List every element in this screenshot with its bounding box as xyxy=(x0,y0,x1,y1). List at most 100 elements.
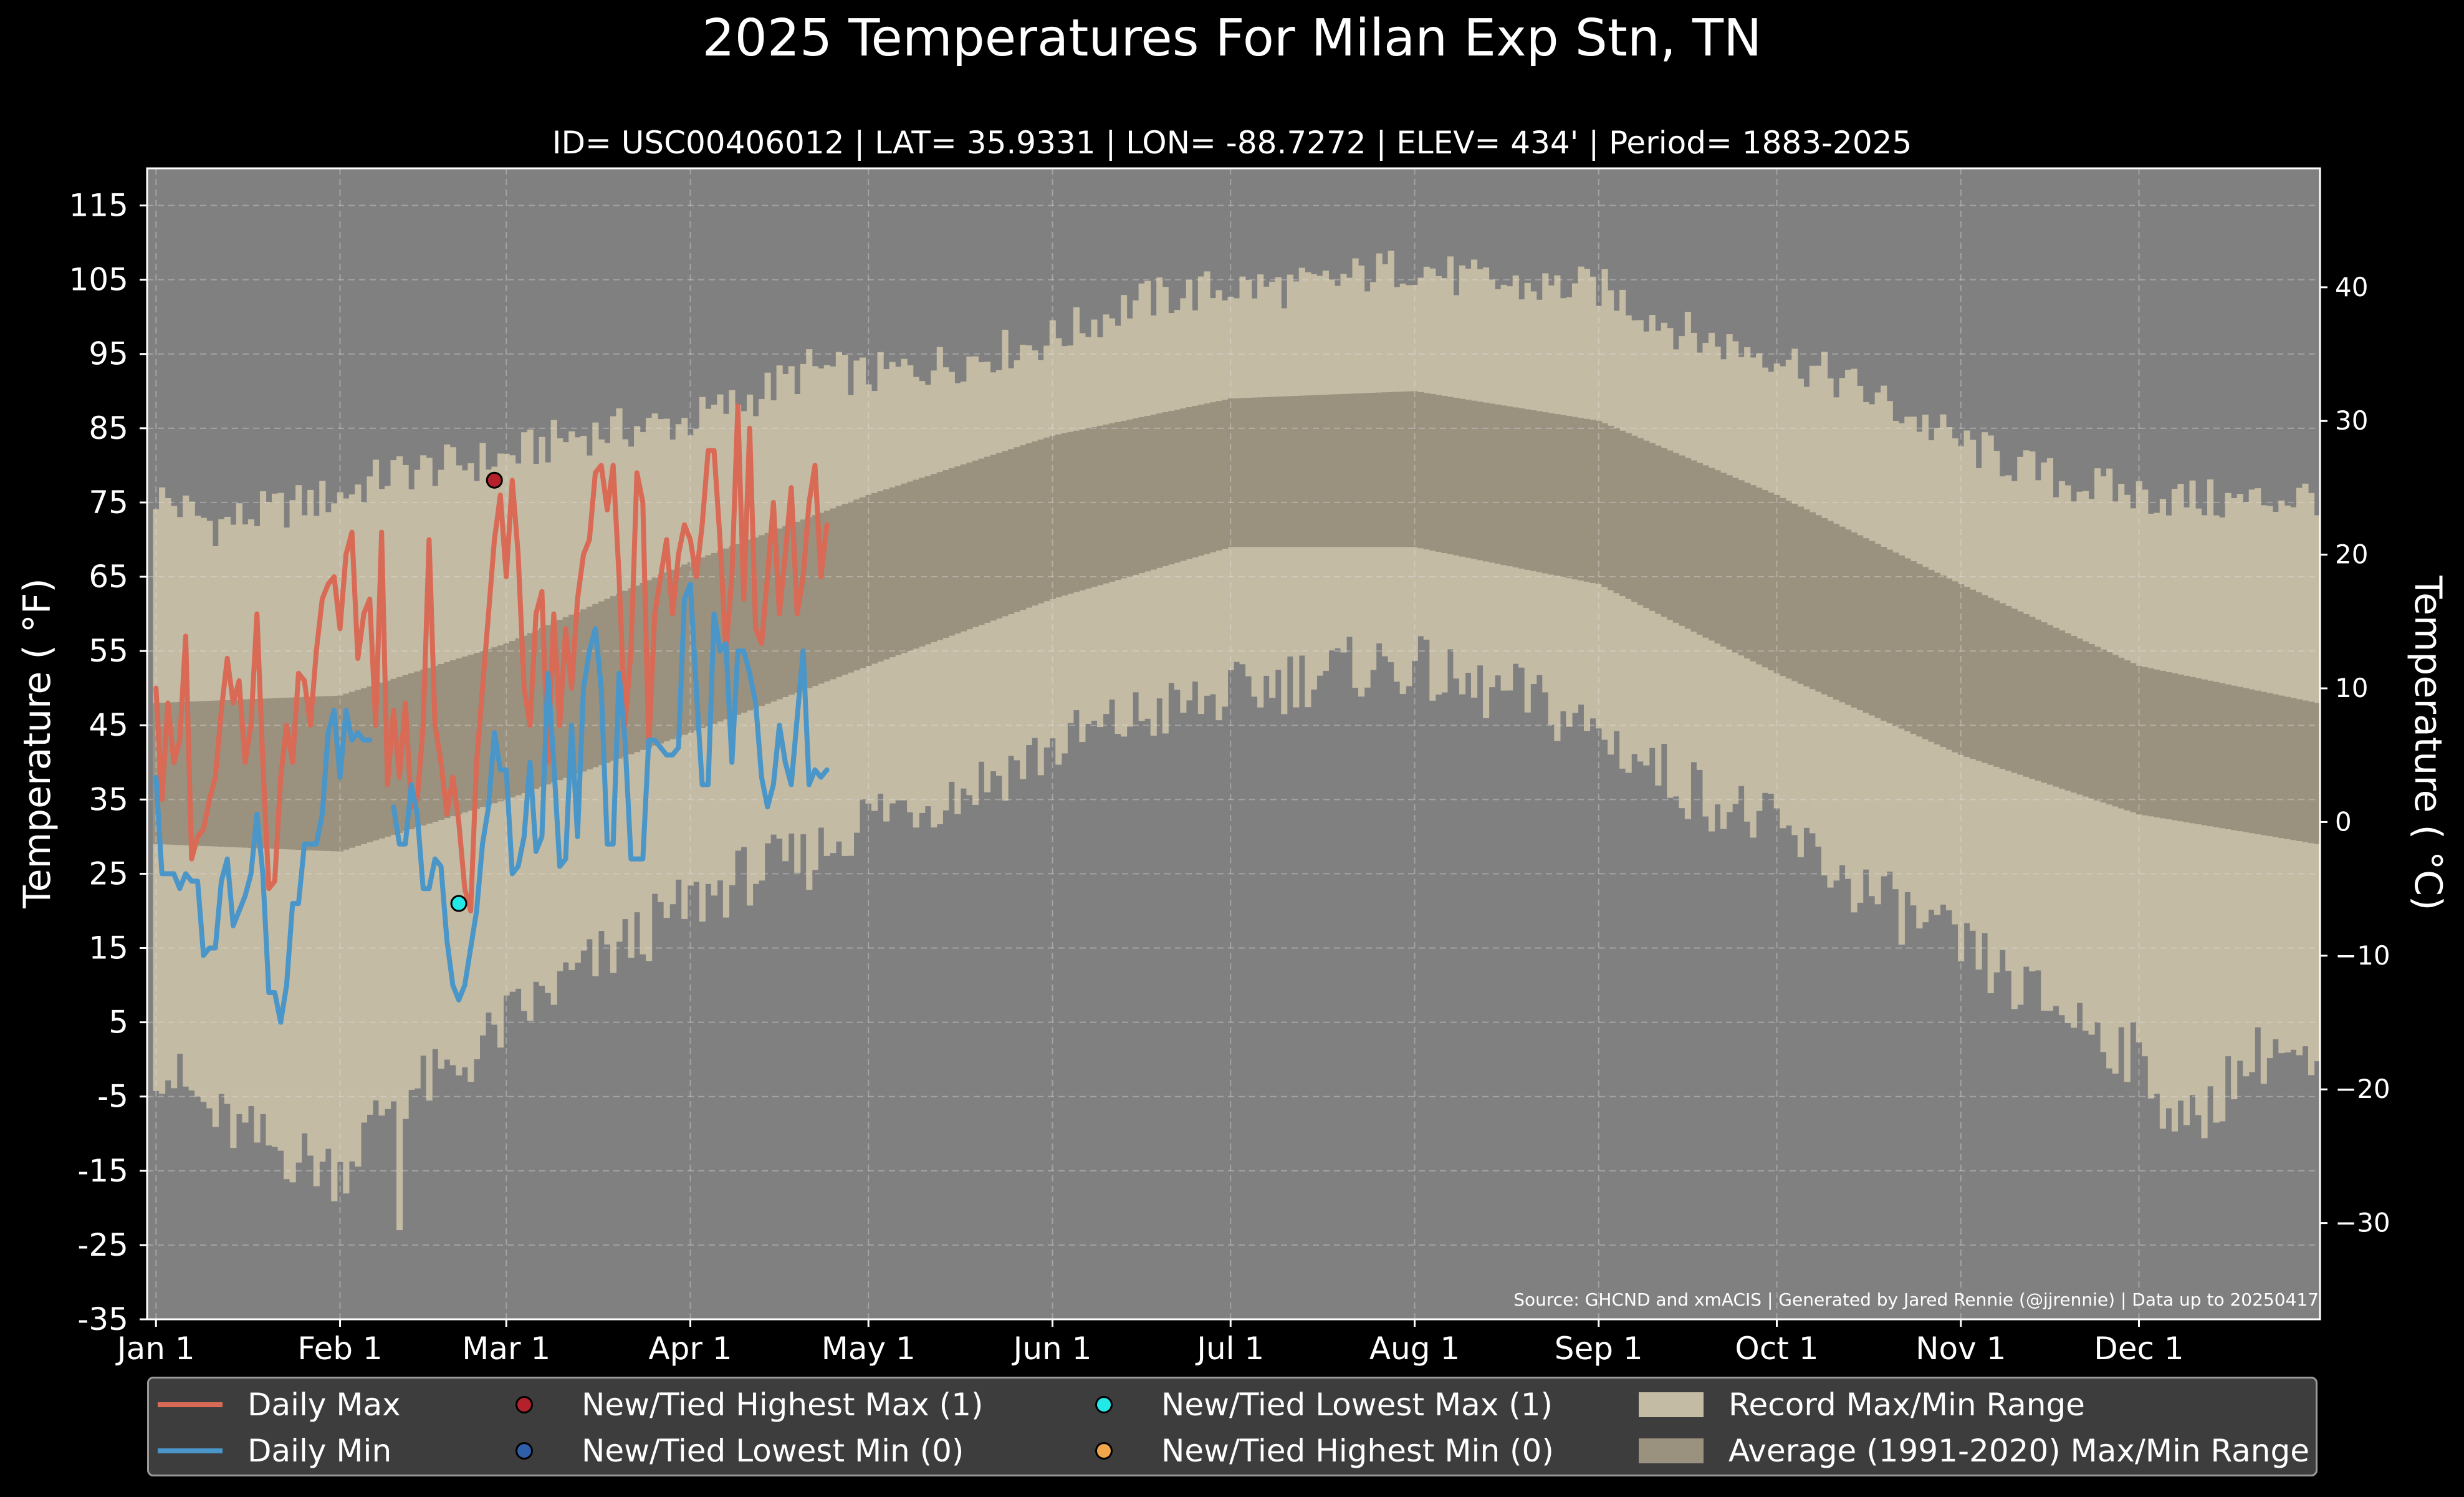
legend-item-record-range: Record Max/Min Range xyxy=(1639,1382,2085,1427)
normal-range-bar xyxy=(1720,473,1727,647)
normal-range-bar xyxy=(254,698,261,849)
y-tick-label: 15 xyxy=(89,930,128,966)
normal-range-bar xyxy=(1762,490,1768,668)
normal-range-bar xyxy=(936,472,943,640)
normal-range-bar xyxy=(1970,589,1977,759)
normal-range-bar xyxy=(1934,572,1941,744)
normal-range-bar xyxy=(1690,460,1697,632)
normal-range-bar xyxy=(313,696,320,851)
normal-range-bar xyxy=(966,462,973,630)
normal-range-bar xyxy=(693,559,700,731)
y-tick-label: 85 xyxy=(89,410,128,446)
normal-range-bar xyxy=(1952,581,1958,753)
normal-range-bar xyxy=(1204,403,1210,554)
normal-range-bar xyxy=(307,696,314,850)
normal-range-bar xyxy=(1257,397,1264,547)
legend-marker-lowest-min xyxy=(515,1442,533,1460)
normal-range-bar xyxy=(1637,438,1644,605)
normal-range-bar xyxy=(1892,552,1899,726)
normal-range-bar xyxy=(1298,395,1305,547)
normal-range-bar xyxy=(978,458,985,625)
normal-range-bar xyxy=(2201,679,2208,826)
normal-range-bar xyxy=(1940,575,1947,748)
normal-range-bar xyxy=(301,696,308,850)
normal-range-bar xyxy=(343,693,350,850)
normal-range-bar xyxy=(1121,420,1128,579)
legend-label: New/Tied Lowest Max (1) xyxy=(1161,1387,1553,1423)
normal-range-bar xyxy=(990,455,997,621)
normal-range-bar xyxy=(372,684,380,840)
x-tick-label: Feb 1 xyxy=(297,1331,382,1367)
normal-range-bar xyxy=(895,485,902,655)
normal-range-bar xyxy=(200,701,207,846)
normal-range-bar xyxy=(1554,414,1561,576)
normal-range-bar xyxy=(432,665,439,822)
normal-range-bar xyxy=(1672,453,1679,623)
y-tick-label: 75 xyxy=(89,484,128,521)
legend-item-lowest-max: New/Tied Lowest Max (1) xyxy=(1071,1382,1553,1427)
normal-range-bar xyxy=(1174,410,1181,563)
normal-range-bar xyxy=(1922,567,1929,739)
normal-range-bar xyxy=(438,663,444,821)
normal-range-bar xyxy=(604,599,611,763)
normal-range-bar xyxy=(509,640,516,797)
normal-range-bar xyxy=(2088,644,2095,799)
normal-range-bar xyxy=(1328,394,1335,547)
normal-range-bar xyxy=(1507,406,1513,567)
normal-range-bar xyxy=(390,678,397,835)
x-tick-label: Oct 1 xyxy=(1735,1331,1818,1367)
normal-range-bar xyxy=(1275,397,1282,547)
normal-range-bar xyxy=(1382,392,1389,547)
normal-range-bar xyxy=(2314,703,2321,844)
normal-range-bar xyxy=(1470,400,1478,559)
normal-range-bar xyxy=(521,635,528,793)
legend-label: Daily Min xyxy=(247,1433,392,1469)
normal-range-bar xyxy=(1857,535,1864,711)
normal-range-bar xyxy=(2011,609,2018,773)
normal-range-bar xyxy=(1025,443,1032,608)
normal-range-bar xyxy=(1631,435,1638,602)
normal-range-bar xyxy=(456,658,463,815)
normal-range-bar xyxy=(402,675,409,831)
source-note: Source: GHCND and xmACIS | Generated by … xyxy=(1513,1289,2319,1310)
normal-range-bar xyxy=(960,464,967,632)
normal-range-bar xyxy=(1423,393,1430,550)
normal-range-bar xyxy=(1055,434,1062,597)
normal-range-bar xyxy=(2136,665,2142,815)
normal-range-bar xyxy=(1744,483,1751,659)
normal-range-bar xyxy=(1399,392,1406,547)
normal-range-bar xyxy=(847,501,855,673)
normal-range-bar xyxy=(2296,699,2303,842)
normal-range-bar xyxy=(1269,397,1276,547)
normal-range-bar xyxy=(1067,431,1074,594)
y2-tick-label: 0 xyxy=(2335,806,2352,837)
normal-range-bar xyxy=(1209,402,1217,552)
normal-range-bar xyxy=(485,649,492,806)
normal-range-bar xyxy=(1091,426,1098,587)
normal-range-bar xyxy=(266,698,272,849)
normal-range-bar xyxy=(331,695,338,852)
normal-range-bar xyxy=(360,688,368,844)
normal-range-bar xyxy=(1750,485,1757,662)
normal-range-bar xyxy=(1477,402,1484,561)
record-markers xyxy=(450,471,503,912)
normal-range-bar xyxy=(1340,393,1347,547)
normal-range-bar xyxy=(206,701,213,847)
legend-item-highest-max: New/Tied Highest Max (1) xyxy=(492,1382,984,1427)
normal-range-bar xyxy=(1370,392,1377,547)
normal-range-bar xyxy=(1293,395,1300,547)
normal-range-bar xyxy=(1126,419,1133,577)
normal-range-bar xyxy=(1702,465,1709,638)
x-tick-label: Apr 1 xyxy=(648,1331,732,1367)
normal-range-bar xyxy=(1958,584,1965,755)
normal-range-bar xyxy=(1014,447,1020,612)
normal-range-bar xyxy=(1364,393,1371,547)
normal-range-bar xyxy=(247,699,255,848)
normal-range-bar xyxy=(1732,478,1739,653)
normal-range-bar xyxy=(2112,655,2119,807)
normal-range-bar xyxy=(1803,509,1810,686)
x-tick-label: Aug 1 xyxy=(1369,1331,1460,1367)
normal-range-bar xyxy=(1649,443,1656,611)
normal-range-bar xyxy=(1608,425,1614,590)
normal-range-bar xyxy=(788,524,795,695)
